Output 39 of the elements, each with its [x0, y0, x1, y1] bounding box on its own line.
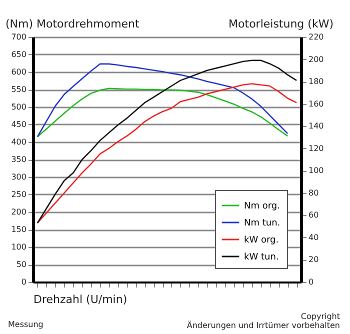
- y2-tick-label: 60: [308, 210, 319, 220]
- y-axis-title: (Nm) Motordrehmoment: [6, 18, 140, 30]
- y-tick-label: 250: [11, 190, 26, 199]
- y-tick-label: 300: [11, 172, 26, 182]
- legend-label: Nm org.: [244, 202, 280, 212]
- y2-tick-label: 80: [308, 188, 319, 198]
- y-tick-label: 50: [16, 260, 26, 269]
- y-tick-label: 500: [11, 102, 26, 112]
- y2-tick-label: 180: [308, 77, 324, 86]
- y2-tick-label: 160: [308, 99, 324, 108]
- y-tick-label: 550: [11, 85, 26, 94]
- line-series: [36, 88, 288, 138]
- legend-label: kW tun.: [244, 252, 279, 262]
- y2-tick-label: 140: [308, 122, 324, 131]
- x-axis-title: Drehzahl (U/min): [34, 293, 128, 306]
- y2-tick-label: 100: [308, 166, 324, 176]
- y2-axis-title: Motorleistung (kW): [228, 18, 334, 30]
- legend-label: Nm tun.: [244, 218, 280, 228]
- y2-tick-label: 40: [308, 232, 319, 242]
- y-tick-label: 600: [11, 68, 26, 76]
- y-tick-label: 100: [11, 242, 26, 252]
- y-tick-label: 700: [11, 32, 26, 42]
- y2-tick-label: 220: [308, 32, 324, 42]
- line-series: [36, 63, 288, 138]
- y-tick-label: 400: [11, 138, 26, 146]
- text: Änderungen und Irrtümer vorbehalten: [186, 321, 340, 330]
- y2-tick-label: 20: [308, 255, 319, 264]
- y2-tick-label: 0: [308, 278, 314, 286]
- y-tick-label: 350: [11, 155, 26, 164]
- y-tick-label: 650: [11, 50, 26, 59]
- text: Messung: [8, 320, 44, 329]
- text: Copyright: [300, 312, 340, 321]
- y2-tick-label: 200: [308, 54, 324, 64]
- y-tick-label: 200: [11, 208, 26, 216]
- y2-tick-label: 120: [308, 144, 324, 153]
- y-tick-label: 150: [11, 225, 26, 234]
- legend-label: kW org.: [244, 236, 279, 246]
- y-tick-label: 0: [21, 278, 26, 286]
- y-tick-label: 450: [11, 120, 26, 129]
